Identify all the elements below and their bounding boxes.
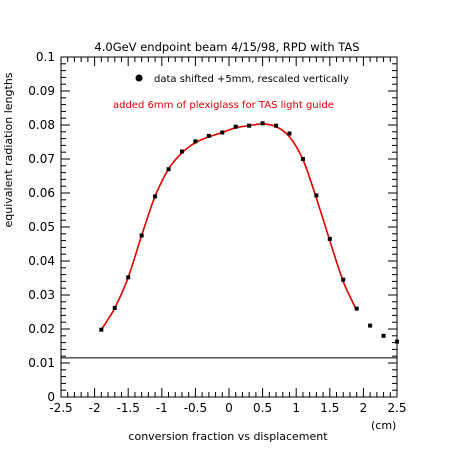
data-point — [179, 149, 184, 154]
x-tick-label: 1 — [292, 401, 300, 415]
y-tick-label: 0.09 — [28, 84, 55, 98]
data-point — [139, 233, 144, 238]
data-point — [260, 121, 265, 126]
y-tick-label: 0.04 — [28, 254, 55, 268]
data-point — [354, 306, 359, 311]
fit-curve — [100, 123, 358, 331]
data-point — [381, 333, 386, 338]
legend-marker — [135, 74, 143, 82]
data-point — [314, 193, 319, 198]
x-tick-label: -1.5 — [116, 401, 139, 415]
data-point — [368, 323, 373, 328]
y-tick-label: 0.06 — [28, 186, 55, 200]
data-points — [99, 121, 399, 344]
x-tick-label: 2 — [360, 401, 368, 415]
data-point — [126, 275, 131, 280]
x-tick-label: 1.5 — [320, 401, 339, 415]
y-tick-label: 0.1 — [36, 50, 55, 64]
x-axis-label: conversion fraction vs displacement — [128, 430, 328, 443]
legend-label: data shifted +5mm, rescaled vertically — [154, 74, 349, 85]
y-tick-label: 0 — [47, 390, 55, 404]
data-point — [166, 167, 171, 172]
data-point — [193, 139, 198, 144]
y-tick-label: 0.07 — [28, 152, 55, 166]
y-tick-label: 0.03 — [28, 288, 55, 302]
y-tick-label: 0.01 — [28, 356, 55, 370]
data-point — [341, 277, 346, 282]
x-tick-label: 0 — [225, 401, 233, 415]
y-axis-label: equivalent radiation lengths — [2, 72, 15, 227]
y-tick-label: 0.05 — [28, 220, 55, 234]
x-tick-label: -2.5 — [49, 401, 72, 415]
y-axis-ticks: 0 0.01 0.02 0.03 0.04 0.05 0.06 0.07 0.08 0.09 0.1 — [28, 50, 397, 404]
data-point — [206, 133, 211, 138]
y-tick-label: 0.02 — [28, 322, 55, 336]
data-point — [247, 123, 252, 128]
annotation-label: added 6mm of plexiglass for TAS light gu… — [113, 100, 334, 111]
x-tick-label: 2.5 — [387, 401, 406, 415]
data-point — [395, 339, 399, 344]
data-point — [220, 130, 225, 135]
x-tick-label: -1 — [156, 401, 168, 415]
x-tick-label: 0.5 — [253, 401, 272, 415]
data-point — [300, 157, 305, 161]
data-point — [153, 194, 158, 199]
x-axis-unit: (cm) — [371, 419, 396, 432]
x-axis-ticks: -2.5 -2 -1.5 -1 -0.5 0 0.5 1 1.5 2 2.5 — [49, 57, 407, 415]
data-point — [233, 124, 238, 129]
chart-title: 4.0GeV endpoint beam 4/15/98, RPD with T… — [94, 40, 359, 54]
data-point — [327, 236, 332, 241]
data-point — [274, 123, 279, 128]
data-point — [99, 327, 104, 332]
x-tick-label: -2 — [89, 401, 101, 415]
data-point — [287, 131, 292, 136]
y-tick-label: 0.08 — [28, 118, 55, 132]
data-point — [112, 305, 117, 310]
x-tick-label: -0.5 — [184, 401, 207, 415]
